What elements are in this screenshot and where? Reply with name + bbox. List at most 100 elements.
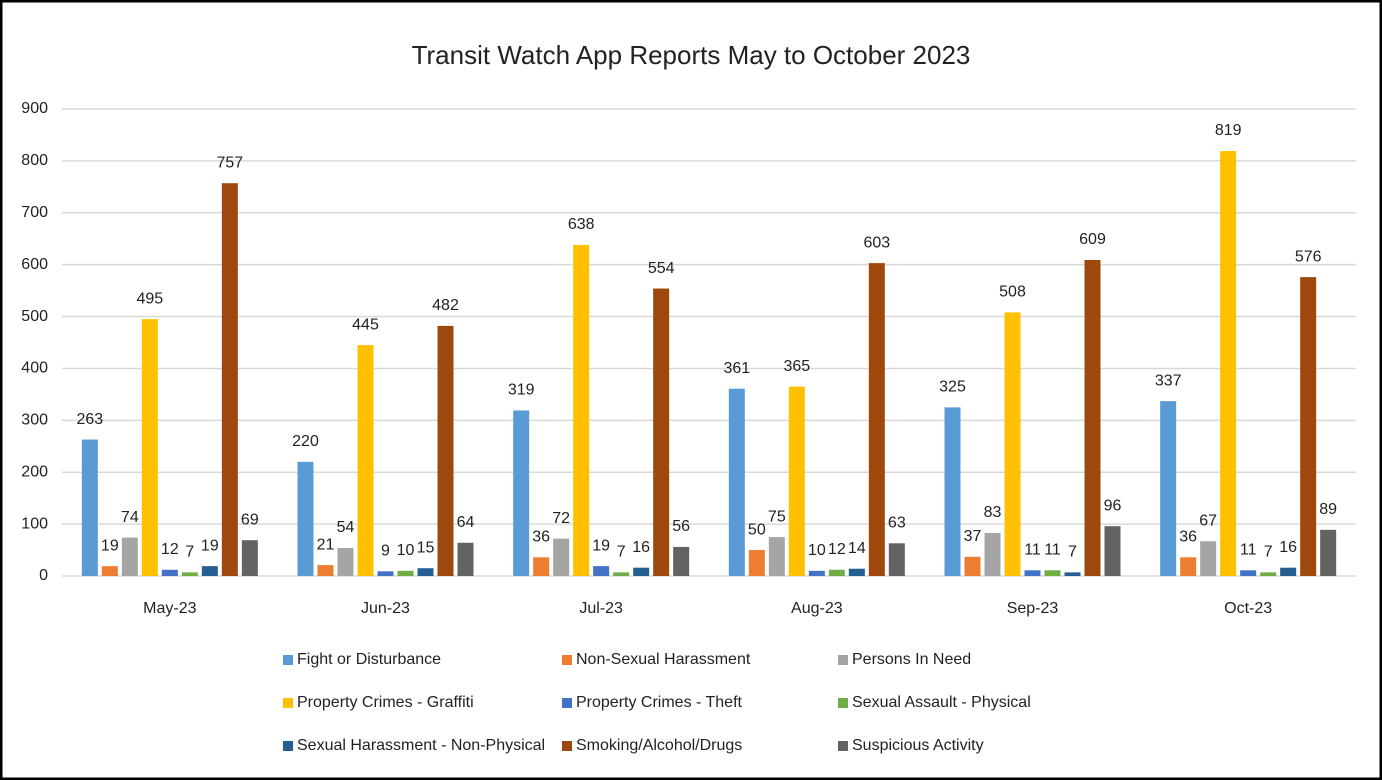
bar [553, 538, 570, 576]
data-label: 819 [1215, 122, 1242, 139]
y-tick-label: 400 [21, 360, 48, 377]
bar [748, 550, 765, 576]
data-label: 445 [352, 316, 379, 333]
bar [297, 461, 314, 576]
data-label: 11 [1044, 542, 1061, 559]
bar [1260, 572, 1277, 576]
x-tick-label: May-23 [143, 600, 196, 617]
bar [337, 547, 354, 576]
legend-label: Sexual Harassment - Non-Physical [297, 737, 545, 754]
data-label: 64 [457, 514, 475, 531]
y-tick-label: 300 [21, 412, 48, 429]
data-label: 50 [748, 521, 766, 538]
legend-swatch [562, 655, 572, 665]
data-label: 14 [848, 540, 866, 557]
data-label: 7 [185, 544, 194, 561]
data-label: 263 [76, 411, 103, 428]
data-label: 19 [101, 537, 119, 554]
bar [317, 565, 334, 576]
y-tick-label: 900 [21, 100, 48, 117]
legend-swatch [838, 655, 848, 665]
bar [1104, 526, 1121, 576]
data-label: 365 [783, 358, 810, 375]
y-tick-label: 500 [21, 308, 48, 325]
data-label: 54 [337, 519, 355, 536]
data-label: 37 [964, 528, 982, 545]
bar [221, 183, 238, 576]
legend-label: Sexual Assault - Physical [852, 694, 1031, 711]
legend-swatch [838, 741, 848, 751]
data-label: 11 [1024, 542, 1041, 559]
bar [81, 439, 98, 576]
legend-swatch [562, 741, 572, 751]
bar [848, 568, 865, 576]
legend-swatch [283, 741, 293, 751]
y-tick-label: 600 [21, 256, 48, 273]
bar [1200, 541, 1217, 576]
data-label: 603 [863, 234, 890, 251]
bar [1220, 151, 1237, 576]
data-label: 319 [508, 382, 535, 399]
bar [121, 537, 138, 576]
legend-label: Fight or Disturbance [297, 651, 441, 668]
bar [1044, 570, 1061, 576]
data-label: 10 [808, 542, 826, 559]
data-label: 7 [617, 544, 626, 561]
bar [1004, 312, 1021, 576]
data-label: 361 [723, 360, 750, 377]
x-tick-label: Oct-23 [1224, 600, 1272, 617]
bar [613, 572, 630, 576]
bar [1084, 259, 1101, 576]
legend-label: Smoking/Alcohol/Drugs [576, 737, 742, 754]
data-label: 11 [1240, 542, 1257, 559]
bar [357, 345, 374, 576]
data-label: 36 [1179, 529, 1197, 546]
bar [964, 556, 981, 576]
legend-label: Suspicious Activity [852, 737, 984, 754]
bar [201, 566, 218, 576]
bar [768, 537, 785, 576]
legend-label: Property Crimes - Graffiti [297, 694, 474, 711]
bar [888, 543, 905, 576]
x-tick-label: Sep-23 [1007, 600, 1059, 617]
y-tick-label: 800 [21, 152, 48, 169]
data-label: 609 [1079, 231, 1106, 248]
data-label: 337 [1155, 372, 1182, 389]
bar [1064, 572, 1081, 576]
data-label: 12 [161, 541, 179, 558]
data-label: 21 [317, 536, 335, 553]
data-label: 19 [592, 537, 610, 554]
data-label: 89 [1319, 501, 1337, 518]
bar [397, 570, 414, 576]
x-tick-label: Jul-23 [579, 600, 623, 617]
data-label: 576 [1295, 248, 1322, 265]
bar [944, 407, 961, 576]
x-tick-label: Aug-23 [791, 600, 843, 617]
data-label: 638 [568, 216, 595, 233]
data-label: 63 [888, 515, 906, 532]
bar [101, 566, 118, 576]
bar [141, 319, 158, 576]
data-label: 757 [216, 154, 243, 171]
y-tick-label: 700 [21, 204, 48, 221]
bar [593, 566, 610, 576]
bar [673, 546, 690, 576]
data-label: 75 [768, 508, 786, 525]
bar [573, 244, 590, 576]
data-label: 67 [1199, 512, 1217, 529]
bar [984, 532, 1001, 576]
bar [728, 388, 745, 576]
data-label: 508 [999, 284, 1026, 301]
data-label: 56 [672, 518, 690, 535]
legend-label: Persons In Need [852, 651, 971, 668]
data-label: 10 [397, 542, 415, 559]
bar [828, 569, 845, 576]
data-label: 19 [201, 537, 219, 554]
bar [1180, 557, 1197, 576]
bar [653, 288, 670, 576]
bar [377, 571, 394, 576]
bar [633, 567, 650, 576]
legend-swatch [562, 698, 572, 708]
data-label: 16 [1279, 539, 1297, 556]
bar [1024, 570, 1041, 576]
